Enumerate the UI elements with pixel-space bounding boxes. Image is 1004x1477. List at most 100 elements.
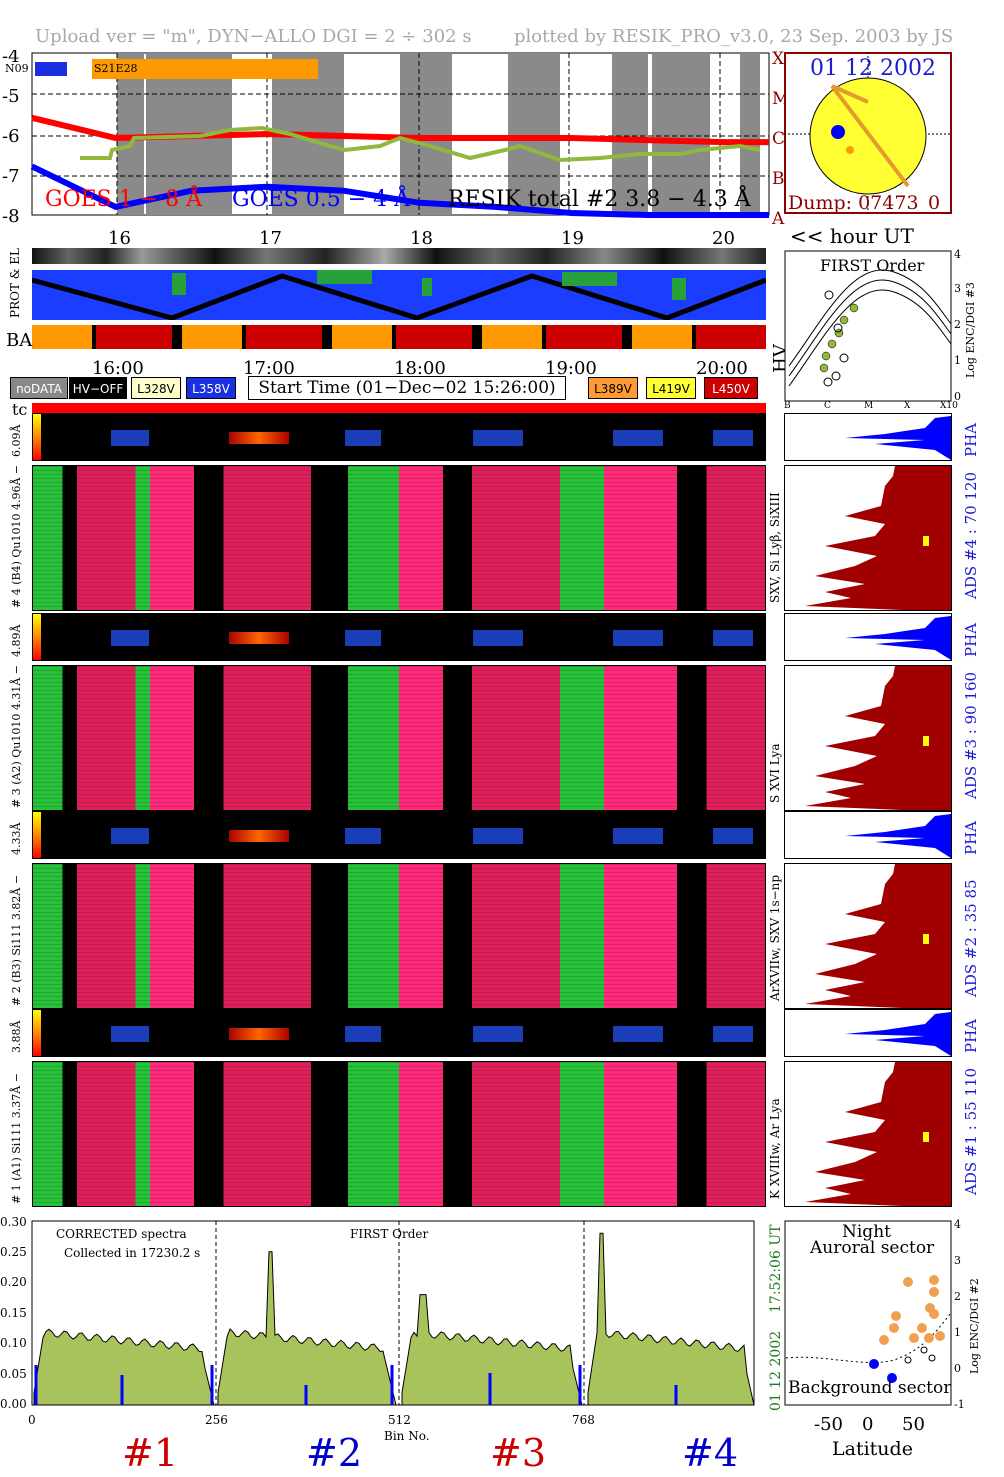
- goes-xtick: 18: [410, 228, 433, 249]
- time-tick-1600: 16:00: [92, 358, 144, 379]
- first-order-xtick-x: X: [904, 401, 911, 411]
- legend-l389: L389V: [588, 377, 638, 399]
- legend-l328: L328V: [131, 377, 181, 399]
- spectrogram: [32, 863, 766, 1009]
- goes-xtick: 17: [259, 228, 282, 249]
- lat-xtick-50: 50: [902, 1414, 925, 1435]
- spec-ytick-000: 0.00: [0, 1397, 27, 1411]
- pha-histogram: [784, 811, 952, 859]
- detector-label: # 3 (A2) Qu1010 4.31Å −: [10, 665, 23, 808]
- ads-label: ADS #2 : 35 85: [962, 879, 980, 997]
- channel-4: #4: [682, 1431, 739, 1475]
- detector-label: # 4 (B4) Qu1010 4.96Å −: [10, 464, 23, 608]
- spec-xtick-256: 256: [205, 1413, 228, 1427]
- tag-blue: [35, 62, 67, 76]
- lat-ylabel: Log ENC/DGI #2: [968, 1278, 981, 1374]
- spec-xtick-512: 512: [388, 1413, 411, 1427]
- channel-1: #1: [122, 1431, 179, 1475]
- pha-side-label: PHA: [962, 422, 980, 457]
- ba-bar: [32, 325, 766, 349]
- hour-label: << hour UT: [790, 224, 914, 248]
- line-label: ArXVIIw, SXV 1s−np: [768, 874, 782, 1001]
- first-order-panel: FIRST Order B C M X X10 4 3 2 1 0 Log EN…: [784, 248, 980, 413]
- goes-class-tick: B: [772, 169, 785, 189]
- channel-2: #2: [306, 1431, 363, 1475]
- sun-date: 01 12 2002: [810, 56, 936, 81]
- first-order-ytick-3: 3: [954, 282, 961, 295]
- orbit-map: [32, 270, 766, 320]
- legend-l358: L358V: [186, 377, 236, 399]
- lat-ytick-3: 3: [954, 1254, 961, 1267]
- pha-side-label: PHA: [962, 820, 980, 855]
- pha-strip: [32, 811, 766, 859]
- pha-label: 4.89Å: [10, 624, 23, 657]
- lat-ytick-1: 1: [954, 1326, 961, 1339]
- ads-label: ADS #3 : 90 160: [962, 671, 980, 799]
- legend-resik: RESIK total #2 3.8 − 4.3 Å: [448, 187, 751, 212]
- first-order-xtick-x10: X10: [940, 401, 958, 411]
- legend-l450: L450V: [704, 377, 758, 399]
- goes-ytick: -5: [2, 86, 20, 107]
- sun-panel: 01 12 2002 Dump: 07473_0: [784, 52, 952, 214]
- header-left: Upload ver = "m", DYN−ALLO DGI = 2 ÷ 302…: [35, 26, 472, 47]
- legend-l419: L419V: [646, 377, 696, 399]
- goes-ytick: -7: [2, 166, 20, 187]
- spectra-subtitle-left: Collected in 17230.2 s: [64, 1246, 201, 1260]
- pha-label: 3.88Å: [10, 1020, 23, 1053]
- time-tick-1900: 19:00: [545, 358, 597, 379]
- pha-side-label: PHA: [962, 622, 980, 657]
- pha-label: 6.09Å: [10, 424, 23, 457]
- spectrogram: [32, 1061, 766, 1207]
- ads-histogram: [784, 1061, 952, 1207]
- latitude-panel: Night Auroral sector Background sector -…: [784, 1218, 984, 1477]
- first-order-ytick-2: 2: [954, 318, 961, 331]
- lat-title2: Auroral sector: [810, 1238, 935, 1258]
- time-tick-1700: 17:00: [243, 358, 295, 379]
- spec-ytick-015: 0.15: [0, 1306, 27, 1320]
- legend-nodata: noDATA: [10, 377, 68, 399]
- pha-strip: [32, 1009, 766, 1057]
- line-label: K XVIIIw, Ar Lya: [768, 1098, 782, 1199]
- resik-series: [80, 125, 761, 163]
- legend-goes-short: GOES 0.5 − 4 Å: [232, 187, 411, 212]
- header-right: plotted by RESIK_PRO_v3.0, 23 Sep. 2003 …: [514, 26, 954, 47]
- spec-xtick-0: 0: [28, 1413, 36, 1427]
- spec-ytick-030: 0.30: [0, 1215, 27, 1229]
- spec-time-side: 17:52:06 UT: [768, 1224, 784, 1313]
- pha-side-label: PHA: [962, 1018, 980, 1053]
- first-order-ytick-1: 1: [954, 354, 961, 367]
- first-order-xtick-b: B: [784, 401, 791, 411]
- lat-xtick-0: 0: [862, 1414, 874, 1435]
- goes-xtick: 16: [108, 228, 131, 249]
- spec-xtick-768: 768: [572, 1413, 595, 1427]
- first-order-title: FIRST Order: [820, 256, 925, 275]
- spectra-panel: CORRECTED spectra Collected in 17230.2 s…: [0, 1215, 790, 1477]
- goes-class-tick: A: [771, 209, 785, 229]
- spec-ytick-025: 0.25: [0, 1245, 27, 1259]
- goes-panel: -4 -5 -6 -7 -8 X M C B A 16 17 18 19 20 N09 S21E28 GOE…: [0, 46, 790, 265]
- line-label: S XVI Lya: [768, 743, 782, 804]
- first-order-ylabel: Log ENC/DGI #3: [964, 282, 977, 378]
- spec-xlabel: Bin No.: [384, 1429, 430, 1443]
- lat-ytick-m1: -1: [954, 1398, 965, 1411]
- ads-label: ADS #1 : 55 110: [962, 1067, 980, 1195]
- line-label: SXV, Si Lyβ, SiXIII: [768, 492, 782, 603]
- ads-histogram: [784, 465, 952, 611]
- spec-date-side: 01 12 2002: [768, 1330, 784, 1411]
- time-tick-1800: 18:00: [394, 358, 446, 379]
- first-order-xtick-c: C: [824, 401, 831, 411]
- legend-start-time: Start Time (01−Dec−02 15:26:00): [248, 376, 566, 400]
- sun-dump: Dump: 07473_0: [788, 192, 941, 214]
- label-ba: BA: [6, 330, 33, 351]
- goes-xtick: 20: [712, 228, 735, 249]
- goes-class-tick: C: [772, 129, 785, 149]
- ads-histogram: [784, 665, 952, 811]
- spectra-title-left: CORRECTED spectra: [56, 1227, 187, 1241]
- lat-title1: Night: [842, 1222, 891, 1242]
- tag-orange-label: S21E28: [94, 62, 138, 75]
- detector-label: # 1 (A1) Si111 3.37Å −: [10, 1073, 23, 1204]
- lat-xlabel: Latitude: [832, 1438, 913, 1460]
- label-tc: tc: [12, 400, 28, 419]
- tag-orange: [92, 59, 318, 79]
